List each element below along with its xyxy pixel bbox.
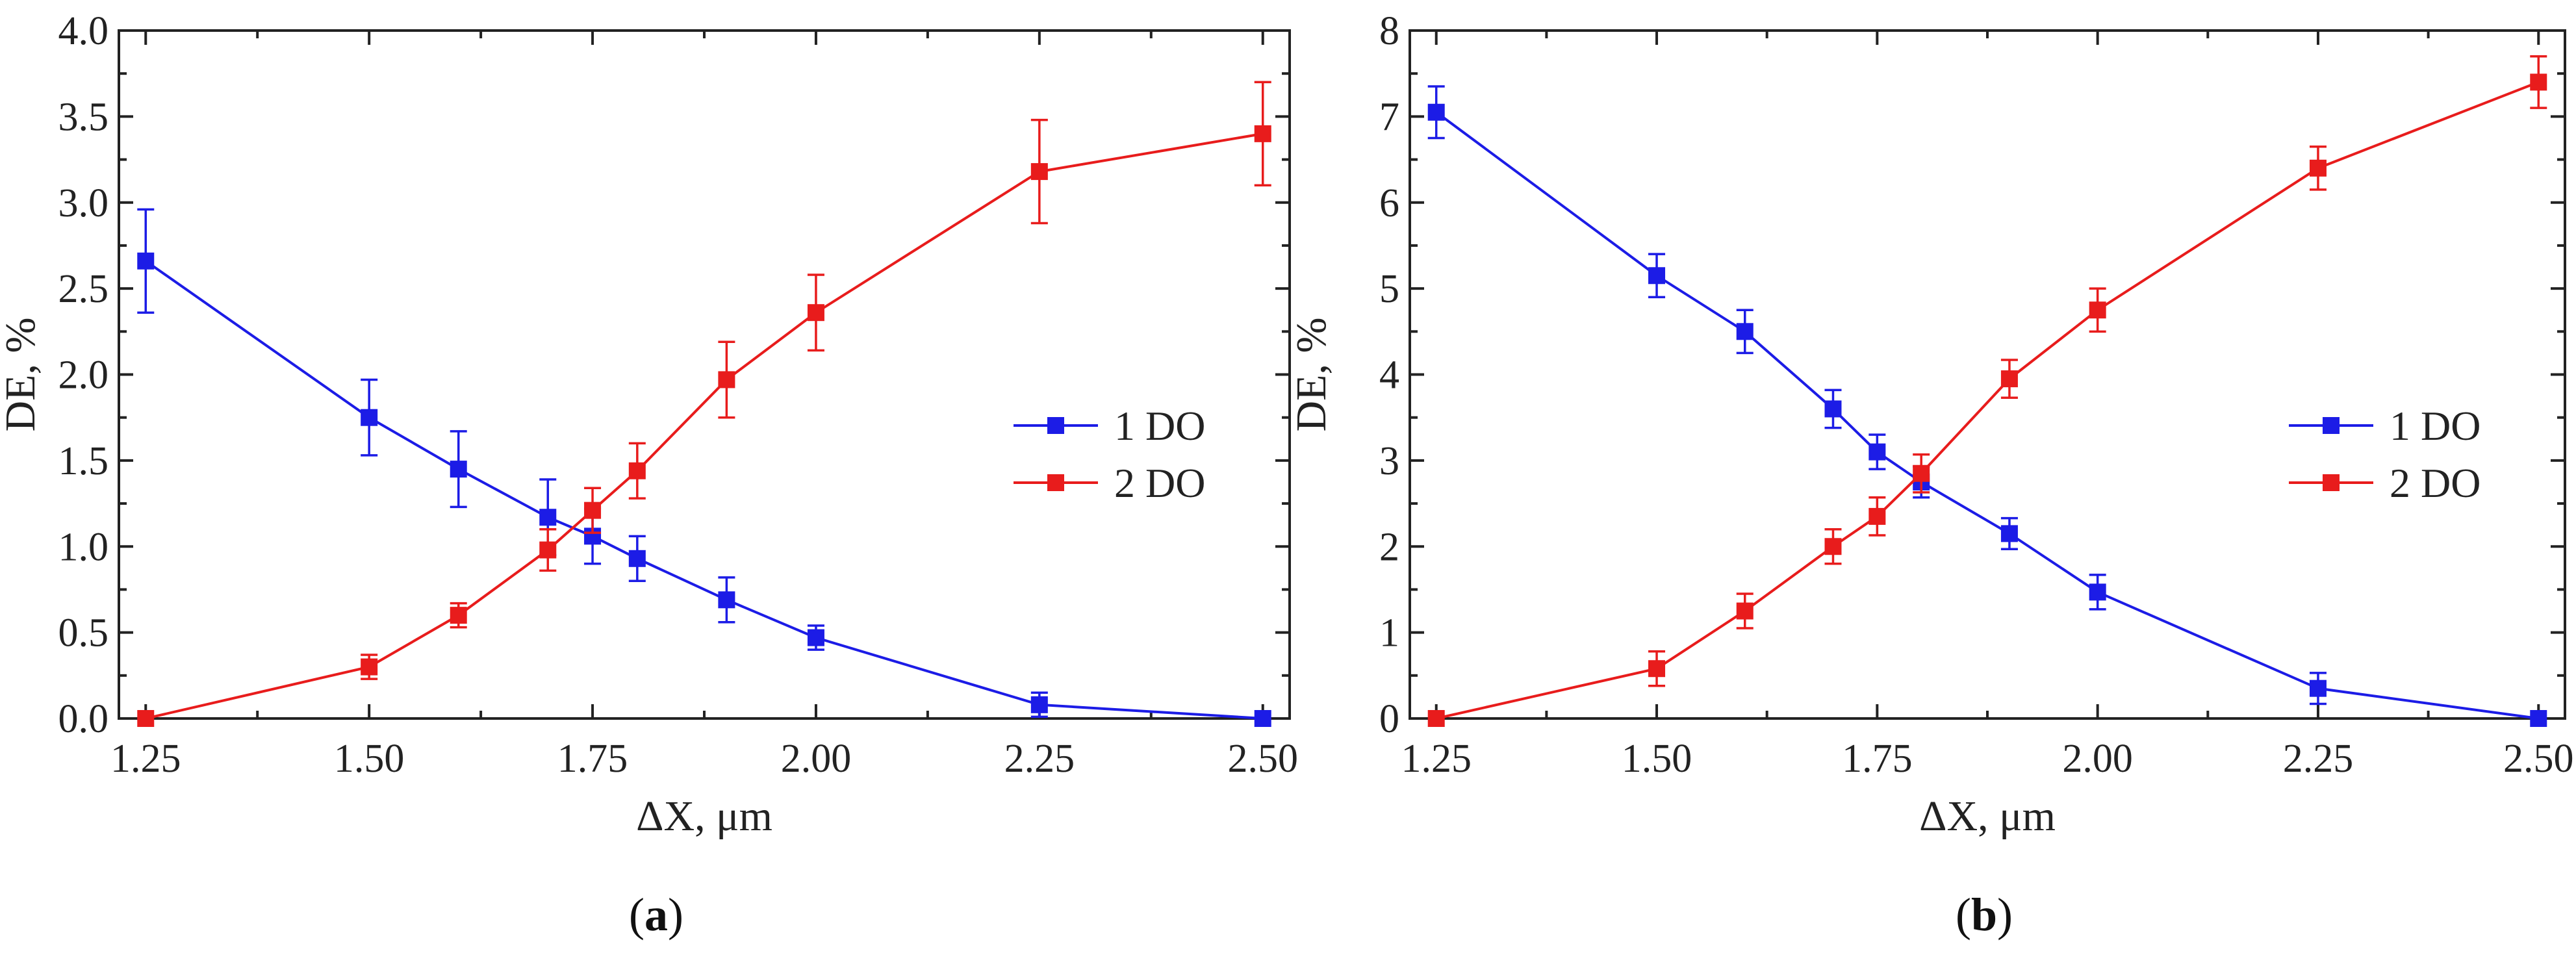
series-1 bbox=[137, 208, 1271, 727]
series-line bbox=[145, 132, 1264, 720]
x-tick-label: 1.25 bbox=[110, 737, 181, 781]
legend-marker bbox=[2323, 474, 2340, 491]
data-point bbox=[1913, 464, 1930, 482]
data-point bbox=[584, 502, 602, 519]
data-point bbox=[450, 461, 467, 478]
y-tick-label: 4 bbox=[1379, 353, 1399, 398]
data-point bbox=[1030, 163, 1048, 181]
data-point bbox=[1648, 267, 1666, 285]
legend-item-2: 2 DO bbox=[1014, 460, 1205, 506]
x-tick-label: 1.50 bbox=[1622, 737, 1692, 781]
legend-marker bbox=[2323, 417, 2340, 434]
series-1 bbox=[1427, 85, 2547, 727]
legend-item-1: 1 DO bbox=[2289, 403, 2480, 449]
series-line bbox=[1436, 81, 2540, 720]
data-point bbox=[1427, 710, 1445, 727]
data-point bbox=[2000, 525, 2018, 542]
data-point bbox=[1030, 696, 1048, 713]
panel-label: (b) bbox=[1956, 889, 2013, 941]
series-2 bbox=[137, 81, 1271, 727]
data-point bbox=[1824, 400, 1842, 418]
data-point bbox=[2530, 73, 2547, 91]
y-axis-title: DE, % bbox=[0, 318, 44, 432]
y-tick-label: 7 bbox=[1379, 95, 1399, 139]
data-point bbox=[1254, 125, 1271, 142]
data-point bbox=[2309, 680, 2327, 697]
plot-frame bbox=[118, 29, 1291, 720]
y-tick-label: 2.5 bbox=[58, 267, 109, 311]
x-axis-title: ΔX, μm bbox=[1919, 793, 2056, 840]
y-axis-title: DE, % bbox=[1288, 318, 1335, 432]
x-tick-label: 2.00 bbox=[781, 737, 852, 781]
y-tick-label: 0.0 bbox=[58, 697, 109, 741]
x-tick-label: 1.50 bbox=[334, 737, 405, 781]
data-point bbox=[2530, 710, 2547, 727]
legend-item-2: 2 DO bbox=[2289, 460, 2480, 506]
x-axis-title: ΔX, μm bbox=[636, 793, 772, 840]
data-point bbox=[1736, 323, 1753, 340]
y-tick-label: 1 bbox=[1379, 611, 1399, 655]
y-tick-label: 1.5 bbox=[58, 439, 109, 483]
chart-panel-a: 0.0 0.5 1.0 1.5 2.0 2.5 3.0 3.5 4.0 1.25 1.50 1.75 2… bbox=[0, 9, 1298, 941]
legend-label: 2 DO bbox=[2390, 460, 2480, 506]
data-point bbox=[1648, 660, 1666, 678]
data-point bbox=[137, 710, 155, 727]
y-tick-label: 3 bbox=[1379, 439, 1399, 483]
data-point bbox=[718, 371, 735, 388]
chart-panel-b: 0 1 2 3 4 5 6 7 8 1.25 1.50 1.75 2.00 2.25 2.50 ΔX, μm D… bbox=[1288, 9, 2574, 941]
y-tick-label: 2.0 bbox=[58, 353, 109, 398]
series-line bbox=[1435, 111, 2539, 720]
data-point bbox=[1868, 507, 1886, 525]
data-point bbox=[539, 509, 557, 526]
y-tick-label: 3.5 bbox=[58, 95, 109, 139]
data-point bbox=[1824, 538, 1842, 555]
data-point bbox=[628, 550, 646, 567]
y-tick-label: 3.0 bbox=[58, 181, 109, 225]
data-point bbox=[361, 658, 378, 676]
y-tick-label: 2 bbox=[1379, 525, 1399, 569]
x-tick-label: 1.75 bbox=[557, 737, 628, 781]
data-point bbox=[807, 304, 824, 322]
y-tick-label: 0.5 bbox=[58, 611, 109, 655]
y-tick-label: 5 bbox=[1379, 267, 1399, 311]
y-tick-label: 8 bbox=[1379, 9, 1399, 53]
y-tick-label: 6 bbox=[1379, 181, 1399, 225]
y-tick-label: 4.0 bbox=[58, 9, 109, 53]
data-point bbox=[1736, 602, 1753, 620]
data-point bbox=[718, 591, 735, 609]
x-tick-label: 2.25 bbox=[2283, 737, 2354, 781]
x-tick-label: 1.25 bbox=[1401, 737, 1472, 781]
data-point bbox=[2089, 583, 2106, 601]
x-tick-label: 2.25 bbox=[1004, 737, 1075, 781]
x-tick-label: 1.75 bbox=[1842, 737, 1913, 781]
legend-marker bbox=[1047, 417, 1064, 434]
series-2 bbox=[1427, 55, 2547, 727]
y-tick-label: 0 bbox=[1379, 697, 1399, 741]
data-point bbox=[1868, 443, 1886, 461]
data-point bbox=[2000, 370, 2018, 388]
data-point bbox=[450, 607, 467, 624]
data-point bbox=[361, 409, 378, 426]
data-point bbox=[2309, 159, 2327, 177]
panel-label: (a) bbox=[629, 889, 683, 941]
data-point bbox=[1254, 710, 1271, 727]
data-point bbox=[628, 462, 646, 479]
legend-item-1: 1 DO bbox=[1014, 403, 1205, 449]
x-tick-label: 2.50 bbox=[2503, 737, 2574, 781]
y-tick-label: 1.0 bbox=[58, 525, 109, 569]
series-line bbox=[145, 260, 1263, 720]
legend-label: 1 DO bbox=[2390, 403, 2480, 449]
data-point bbox=[539, 541, 557, 559]
data-point bbox=[137, 252, 155, 270]
data-point bbox=[2089, 301, 2106, 319]
legend-label: 1 DO bbox=[1114, 403, 1205, 449]
legend-label: 2 DO bbox=[1114, 460, 1205, 506]
x-tick-label: 2.00 bbox=[2062, 737, 2133, 781]
data-point bbox=[807, 629, 824, 646]
plot-frame bbox=[1409, 29, 2566, 720]
x-tick-label: 2.50 bbox=[1227, 737, 1298, 781]
data-point bbox=[1427, 103, 1445, 121]
legend-marker bbox=[1047, 474, 1064, 491]
